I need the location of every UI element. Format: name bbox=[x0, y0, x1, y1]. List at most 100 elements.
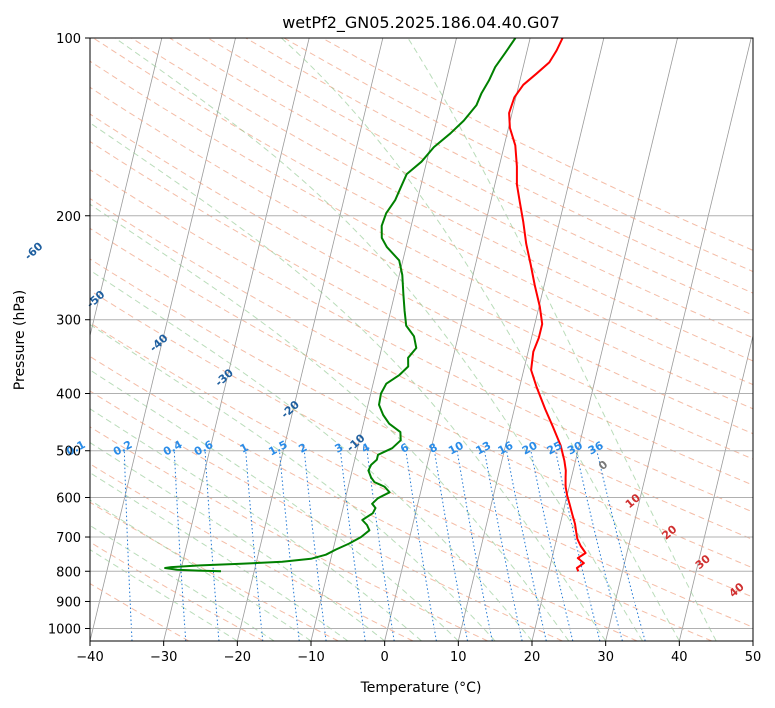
dry-adiabat-line bbox=[90, 258, 753, 598]
dry-adiabat-line bbox=[90, 390, 563, 641]
y-tick-label: 600 bbox=[56, 492, 81, 507]
dry-adiabat-label: 0 bbox=[596, 458, 610, 473]
mixing-ratio-line bbox=[123, 450, 133, 641]
dry-adiabat-line bbox=[90, 169, 753, 513]
dry-adiabat-line bbox=[90, 86, 753, 435]
dry-adiabat-line bbox=[90, 113, 753, 460]
pressure-grid bbox=[90, 38, 753, 629]
mixing-ratio-line bbox=[555, 450, 601, 641]
mixing-ratio-label: 0.4 bbox=[161, 438, 185, 459]
dry-adiabat-label: 40 bbox=[727, 580, 747, 600]
mixing-ratio-label: 13 bbox=[474, 439, 494, 458]
isotherm-line bbox=[531, 38, 678, 641]
dry-adiabat-line bbox=[90, 355, 638, 641]
isotherm-line bbox=[163, 38, 310, 641]
background-lines bbox=[90, 38, 753, 641]
mixing-ratio-line bbox=[506, 450, 547, 641]
moist-adiabat-line bbox=[90, 408, 422, 641]
dry-adiabat-line bbox=[207, 38, 753, 316]
moist-adiabat-line bbox=[90, 524, 275, 641]
mixing-ratio-line bbox=[303, 450, 327, 641]
mixing-ratio-line bbox=[279, 450, 300, 641]
x-axis-title: Temperature (°C) bbox=[360, 680, 482, 696]
dry-adiabat-line bbox=[90, 140, 753, 486]
mixing-ratio-label: 36 bbox=[586, 439, 606, 458]
x-tick-label: −30 bbox=[150, 650, 177, 665]
mixing-ratio-label: 10 bbox=[446, 439, 466, 458]
dry-adiabat-line bbox=[169, 38, 753, 339]
series-lines bbox=[164, 38, 587, 573]
isotherm-line bbox=[90, 38, 163, 338]
chart-title: wetPf2_GN05.2025.186.04.40.G07 bbox=[282, 13, 560, 33]
mixing-ratio-label: 2 bbox=[296, 441, 309, 456]
y-tick-label: 800 bbox=[56, 565, 81, 580]
dry-adiabat-label: 10 bbox=[623, 491, 643, 511]
mixing-ratio-line bbox=[173, 450, 187, 641]
moist-adiabat-line bbox=[281, 38, 680, 641]
mixing-ratio-line bbox=[434, 450, 468, 641]
y-tick-label: 200 bbox=[56, 210, 81, 225]
temperature-profile-line bbox=[508, 38, 587, 572]
mixing-ratio-line bbox=[530, 450, 574, 641]
plot-frame bbox=[89, 37, 754, 642]
y-tick-label: 700 bbox=[56, 531, 81, 546]
mixing-ratio-label: 25 bbox=[545, 439, 565, 458]
moist-adiabat-line bbox=[90, 369, 459, 641]
moist-adiabat-line bbox=[407, 38, 717, 641]
y-tick-label: 1000 bbox=[48, 623, 81, 638]
line-labels: 0.10.20.40.611.52346810131620253036-100-… bbox=[22, 239, 747, 600]
isotherm-line bbox=[457, 38, 605, 641]
x-tick-label: 30 bbox=[597, 650, 614, 665]
y-tick-label: 100 bbox=[56, 32, 81, 47]
x-tick-label: −20 bbox=[224, 650, 251, 665]
mixing-ratio-line bbox=[405, 450, 437, 641]
isotherm-label: -50 bbox=[84, 288, 108, 311]
mixing-ratio-label: 0.2 bbox=[111, 438, 134, 459]
dry-adiabat-line bbox=[131, 38, 753, 362]
isotherm-label: -20 bbox=[279, 398, 303, 421]
dry-adiabat-line bbox=[90, 289, 753, 628]
x-tick-label: 0 bbox=[381, 650, 389, 665]
dry-adiabat-label: 30 bbox=[693, 552, 713, 572]
x-tick-label: −10 bbox=[297, 650, 324, 665]
moist-adiabat-line bbox=[90, 549, 238, 641]
isotherm-line bbox=[752, 639, 753, 641]
isotherm-line bbox=[678, 334, 753, 641]
x-tick-label: 50 bbox=[745, 650, 762, 665]
mixing-ratio-label: 1 bbox=[238, 441, 251, 456]
isotherm-line bbox=[236, 38, 384, 641]
mixing-ratio-line bbox=[484, 450, 523, 641]
isotherm-line bbox=[90, 38, 236, 641]
mixing-ratio-label: 20 bbox=[520, 439, 540, 458]
dry-adiabat-line bbox=[90, 227, 753, 569]
mixing-ratio-label: 16 bbox=[496, 439, 516, 458]
x-tick-label: 20 bbox=[524, 650, 541, 665]
dry-adiabat-line bbox=[90, 426, 488, 641]
moist-adiabat-line bbox=[90, 203, 570, 641]
mixing-ratio-line bbox=[596, 450, 646, 641]
y-tick-label: 400 bbox=[56, 388, 81, 403]
x-tick-label: 10 bbox=[450, 650, 467, 665]
y-axis-title: Pressure (hPa) bbox=[12, 290, 28, 390]
mixing-ratio-line bbox=[340, 450, 366, 641]
y-tick-label: 900 bbox=[56, 596, 81, 611]
dry-adiabat-line bbox=[93, 38, 753, 386]
dry-adiabat-line bbox=[90, 322, 712, 641]
isotherm-label: -30 bbox=[213, 366, 237, 389]
dry-adiabat-line bbox=[90, 583, 190, 641]
x-tick-label: 40 bbox=[671, 650, 688, 665]
moist-adiabat-line bbox=[90, 122, 607, 641]
y-tick-label: 500 bbox=[56, 445, 81, 460]
dry-adiabat-label: 20 bbox=[659, 522, 679, 542]
mixing-ratio-label: 30 bbox=[565, 439, 585, 458]
isotherm-label: -60 bbox=[22, 239, 46, 262]
axis-ticks: −40 −30 −20 −10 0 10 20 30 40 5010020030040050060… bbox=[48, 32, 761, 665]
y-tick-label: 300 bbox=[56, 314, 81, 329]
dry-adiabat-line bbox=[321, 38, 753, 251]
mixing-ratio-line bbox=[366, 450, 395, 641]
x-tick-label: −40 bbox=[76, 650, 103, 665]
moist-adiabat-line bbox=[90, 499, 312, 641]
dry-adiabat-line bbox=[90, 197, 753, 541]
isotherm-line bbox=[605, 38, 752, 641]
